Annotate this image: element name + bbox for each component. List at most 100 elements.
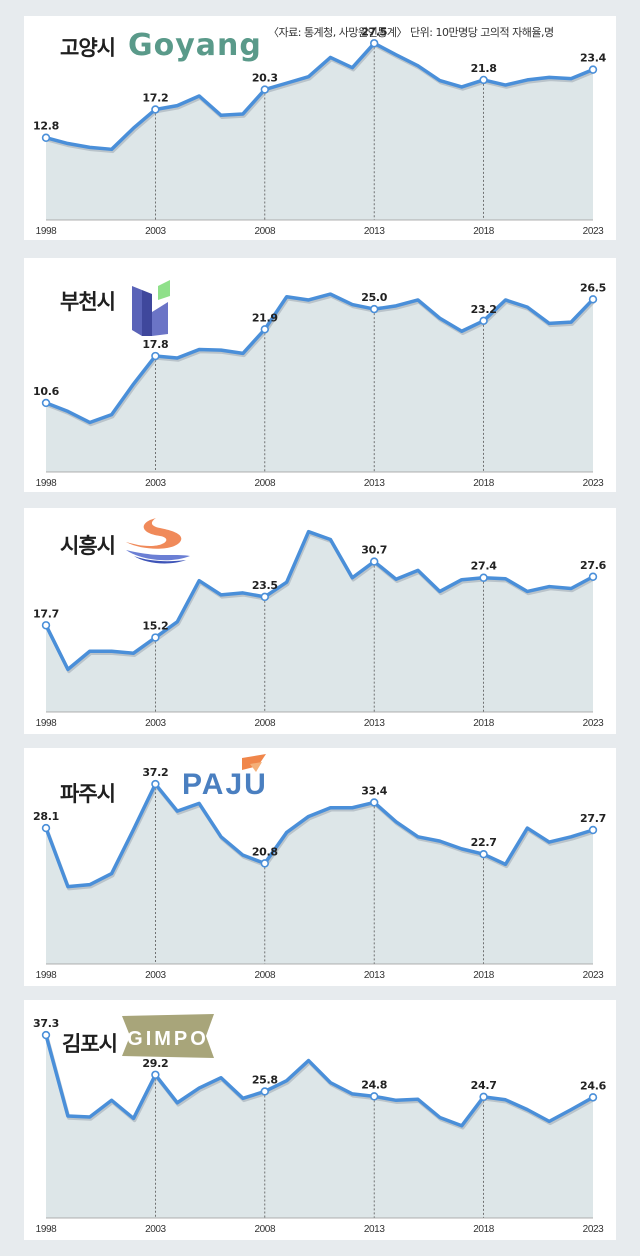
gimpo-logo-text: GIMPO [127,1028,209,1050]
x-tick-label: 2018 [473,718,494,729]
data-point-marker [151,779,160,789]
source-note: 〈자료: 통계청, 사망원인통계〉 단위: 10만명당 고의적 자해율,명 [268,26,554,39]
x-tick-label: 2018 [473,478,494,489]
data-point-marker [260,325,270,334]
data-label: 33.4 [361,784,388,797]
data-point-marker [370,557,379,566]
bucheon-chart-svg: 10.6 17.8 21.9 25.0 23.2 26.5 1998 2003 2008 2013… [33,281,606,489]
area-fill [46,784,593,964]
data-point-marker [370,798,379,807]
data-point-marker [151,105,160,114]
x-tick-label: 2008 [254,478,275,489]
chart-title-bucheon: 부천시 [60,290,116,314]
x-tick-label: 2013 [364,478,385,489]
x-tick-label: 2008 [254,718,275,729]
x-tick-label: 2003 [145,226,166,237]
data-label: 20.3 [252,72,278,85]
x-tick-label: 2003 [145,478,166,489]
data-point-marker [588,65,598,74]
siheung-logo-icon [126,518,190,564]
chart-title-gimpo: 김포시 [62,1032,118,1056]
data-label: 26.5 [580,281,606,294]
data-label: 24.6 [580,1079,607,1092]
data-point-marker [588,825,598,835]
goyang-chart-svg: 12.8 17.2 20.3 27.5 21.8 23.4 1998 2003 2008 2013… [33,25,607,237]
series-shadow [46,294,596,427]
x-tick-label: 2018 [473,970,494,981]
data-point-marker [479,1092,488,1102]
data-point-marker [260,85,270,94]
chart-panel-paju: 28.1 37.2 20.8 33.4 22.7 27.7 1998 2003 2008 2013… [24,748,616,986]
area-fill [46,1035,593,1218]
x-tick-label: 1998 [36,226,57,237]
data-point-marker [260,592,270,602]
x-tick-label: 1998 [36,1224,57,1235]
paju-chart-svg: 28.1 37.2 20.8 33.4 22.7 27.7 1998 2003 2008 2013… [33,766,606,981]
series-line [44,1033,595,1128]
x-tick-label: 2013 [364,226,385,237]
data-point-marker [370,304,379,314]
data-point-marker [260,859,270,868]
data-label: 12.8 [33,120,59,133]
data-label: 27.6 [580,559,607,572]
bucheon-logo-icon [132,280,170,336]
chart-panel-goyang: 12.8 17.2 20.3 27.5 21.8 23.4 1998 2003 2008 2013… [24,16,616,240]
data-label: 23.4 [580,52,607,65]
data-label: 28.1 [33,810,59,823]
data-point-marker [41,1030,51,1040]
x-tick-label: 1998 [36,478,57,489]
data-label: 24.8 [361,1078,387,1091]
data-label: 23.5 [252,579,278,592]
data-point-marker [479,75,488,85]
paju-logo: PAJU [182,768,268,801]
data-point-marker [41,621,51,630]
data-label: 21.8 [471,62,497,75]
x-tick-label: 2023 [583,1224,604,1235]
data-label: 17.8 [142,338,168,351]
data-point-marker [41,823,51,833]
data-label: 15.2 [142,620,168,633]
x-tick-label: 2008 [254,970,275,981]
series-line [44,782,595,889]
chart-title-goyang: 고양시 [60,36,116,60]
series-line [44,292,595,425]
data-point-marker [151,351,160,361]
data-label: 24.7 [471,1079,497,1092]
data-point-marker [151,1070,160,1079]
chart-panel-siheung: 17.7 15.2 23.5 30.7 27.4 27.6 1998 2003 2008 2013… [24,508,616,734]
data-label: 27.7 [580,812,606,825]
data-label: 17.7 [33,607,59,620]
area-fill [46,294,593,472]
siheung-chart-svg: 17.7 15.2 23.5 30.7 27.4 27.6 1998 2003 2008 2013… [33,529,607,729]
chart-panel-bucheon: 10.6 17.8 21.9 25.0 23.2 26.5 1998 2003 2008 2013… [24,258,616,492]
x-tick-label: 2023 [583,478,604,489]
data-point-marker [588,295,598,304]
x-tick-label: 1998 [36,718,57,729]
data-point-marker [479,573,488,582]
data-label: 25.0 [361,291,388,304]
data-label: 29.2 [142,1057,168,1070]
x-tick-label: 2003 [145,718,166,729]
series-line [44,41,595,152]
data-label: 37.3 [33,1017,59,1030]
x-tick-label: 2003 [145,970,166,981]
data-point-marker [151,633,160,642]
data-point-marker [479,316,488,326]
x-tick-label: 2023 [583,970,604,981]
data-label: 27.4 [471,560,498,573]
area-fill [46,531,593,712]
gimpo-logo: GIMPO [122,1014,214,1058]
x-tick-label: 2013 [364,718,385,729]
data-label: 21.9 [252,311,278,324]
x-tick-label: 2013 [364,1224,385,1235]
x-tick-label: 1998 [36,970,57,981]
data-label: 25.8 [252,1073,278,1086]
series-line [44,529,595,672]
data-label: 27.5 [361,25,387,38]
x-tick-label: 2018 [473,1224,494,1235]
x-tick-label: 2008 [254,1224,275,1235]
chart-title-siheung: 시흥시 [60,534,116,558]
data-point-marker [370,1092,379,1101]
data-point-marker [41,398,51,408]
data-point-marker [588,572,598,581]
